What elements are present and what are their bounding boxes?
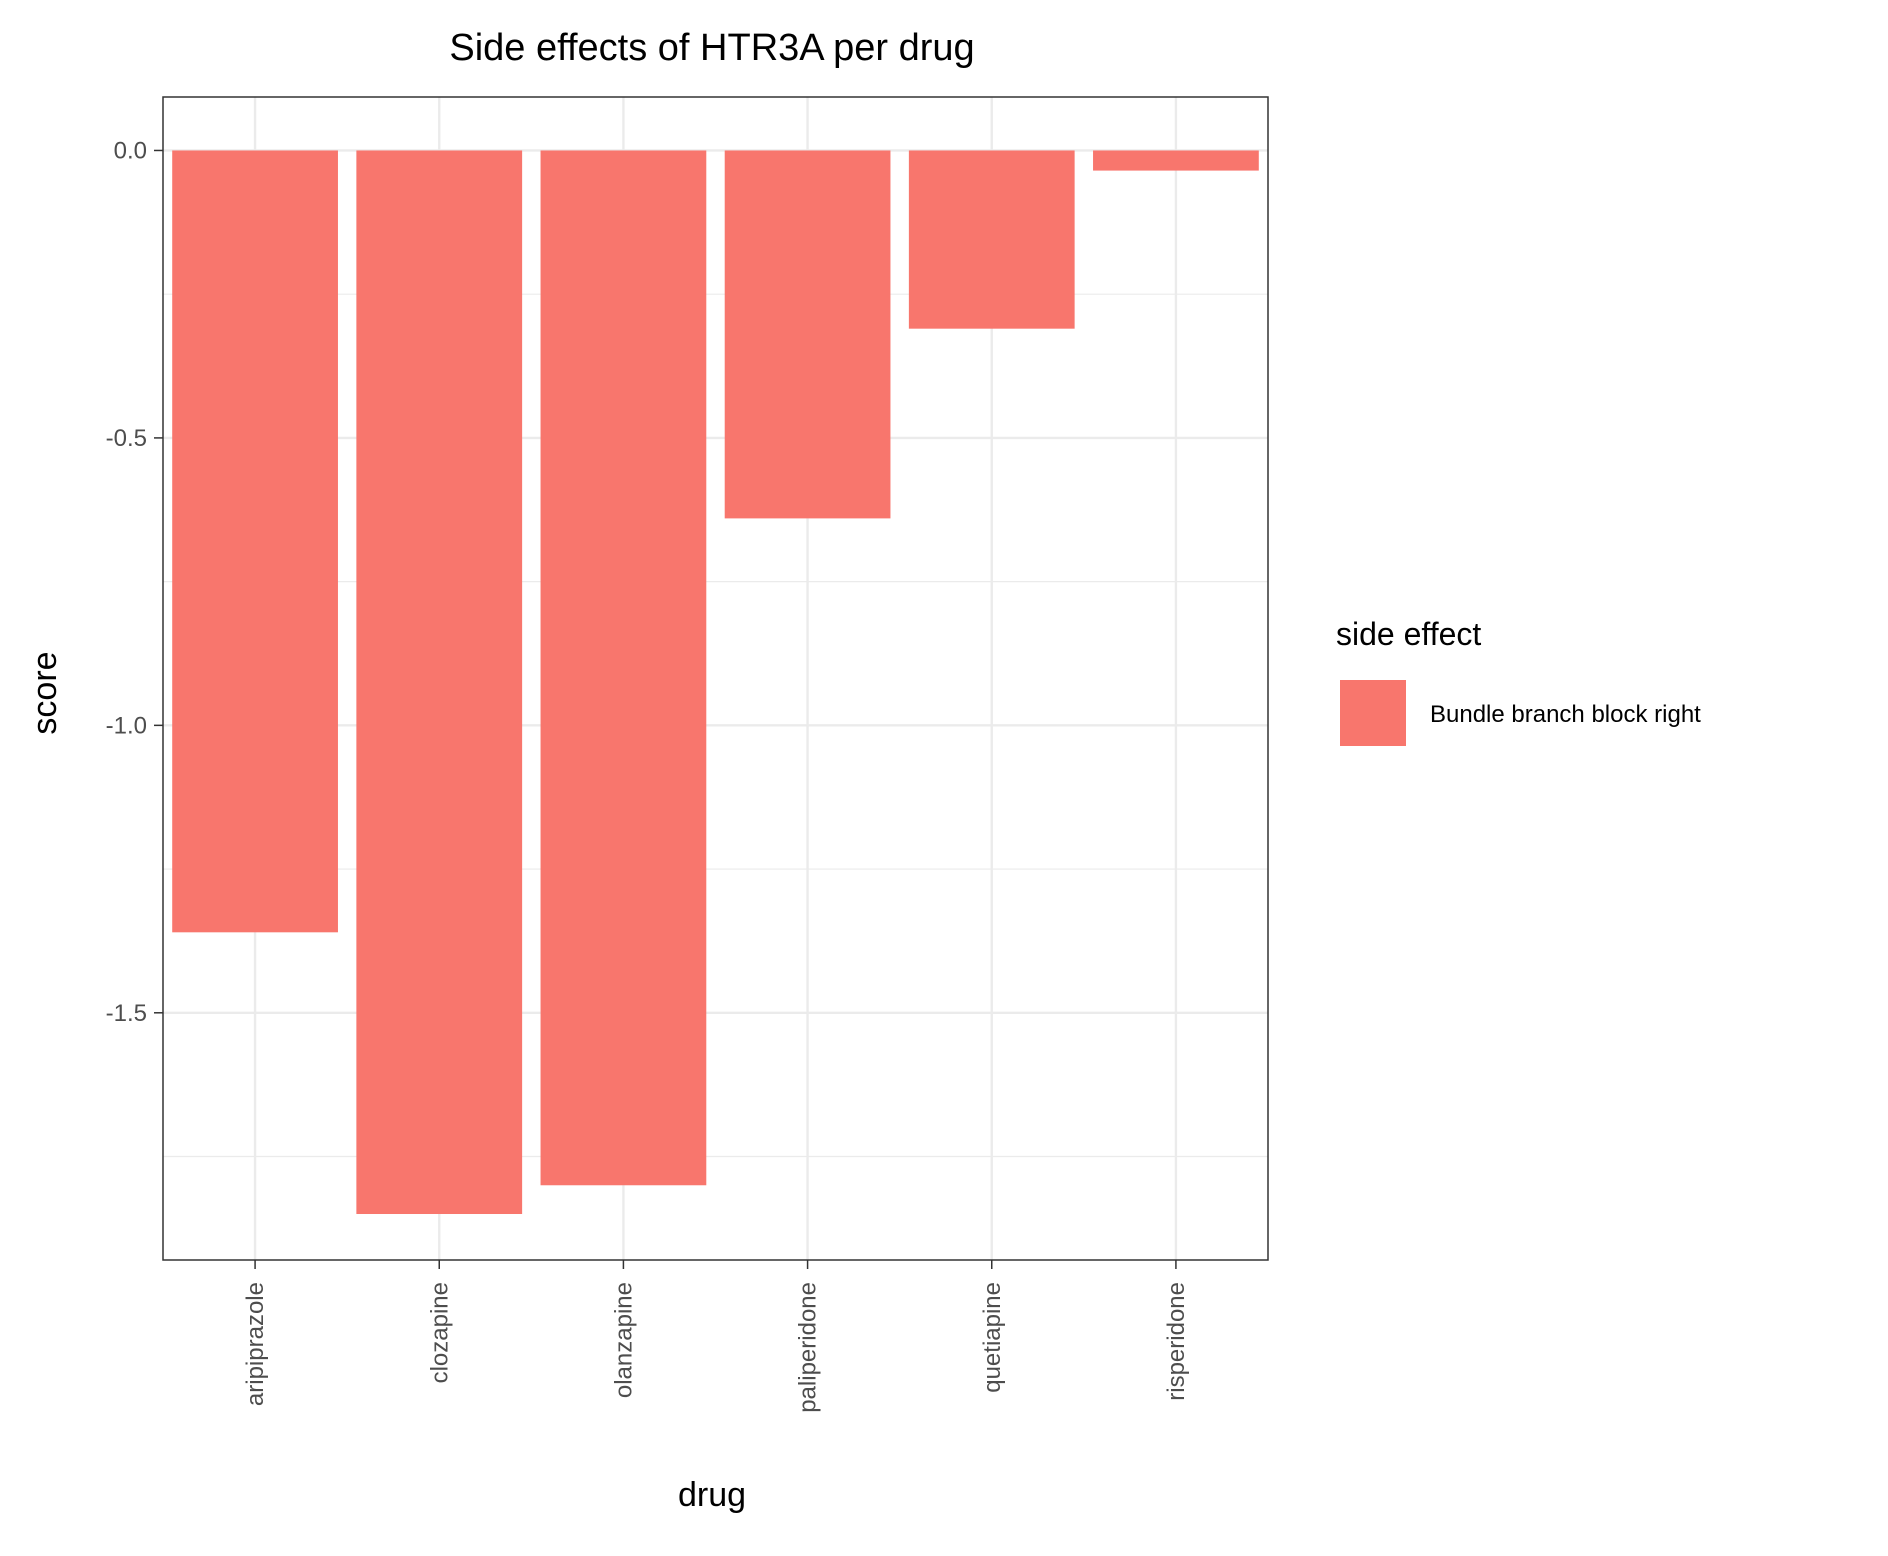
- x-axis-title: drug: [678, 1476, 746, 1514]
- legend-title: side effect: [1336, 616, 1481, 652]
- y-axis: 0.0 -0.5 -1.0 -1.5: [106, 137, 163, 1027]
- minor-gridlines: [163, 293, 1268, 1158]
- x-tick-label: olanzapine: [610, 1282, 637, 1398]
- legend: side effect Bundle branch block right: [1336, 616, 1701, 746]
- x-tick-label: risperidone: [1163, 1282, 1190, 1401]
- x-tick-label: clozapine: [426, 1282, 453, 1383]
- bar-aripiprazole: [172, 150, 338, 933]
- legend-label: Bundle branch block right: [1430, 701, 1701, 728]
- bar-paliperidone: [724, 150, 891, 519]
- legend-key-swatch: [1340, 680, 1406, 746]
- bar-olanzapine: [540, 150, 707, 1186]
- x-tick-label: paliperidone: [795, 1282, 822, 1413]
- x-tick-label: quetiapine: [979, 1282, 1006, 1393]
- x-axis: aripiprazole clozapine olanzapine paliperid…: [242, 1260, 1190, 1413]
- y-tick-label: -1.0: [106, 712, 147, 739]
- bar-risperidone: [1093, 150, 1259, 171]
- bar-clozapine: [356, 150, 523, 1215]
- y-tick-label: 0.0: [114, 137, 147, 164]
- bars: [172, 150, 1259, 1215]
- plot-panel-border: [162, 96, 1269, 1261]
- x-tick-label: aripiprazole: [242, 1282, 269, 1406]
- bar-quetiapine: [908, 150, 1075, 329]
- y-axis-title: score: [26, 651, 64, 734]
- y-tick-label: -0.5: [106, 425, 147, 452]
- y-tick-label: -1.5: [106, 1000, 147, 1027]
- chart-title: Side effects of HTR3A per drug: [449, 27, 974, 69]
